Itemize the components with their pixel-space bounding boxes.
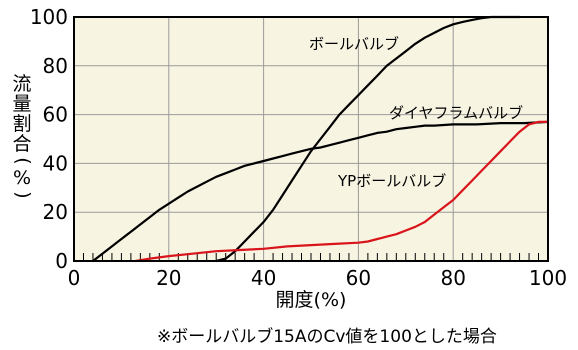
series-lines	[91, 15, 550, 263]
x-tick-label: 100	[529, 266, 567, 290]
y-tick-label: 0	[55, 249, 68, 273]
series-label-yp-ball-valve: YPボールバルブ	[337, 172, 446, 190]
series-line-1	[91, 120, 550, 263]
y-axis-label-char: )	[12, 191, 34, 198]
footnote: ※ボールバルブ15AのCv値を100とした場合	[157, 326, 497, 347]
y-tick-label: 100	[30, 5, 68, 29]
x-tick-label: 0	[68, 266, 81, 290]
series-label-ball-valve: ボールバルブ	[309, 35, 399, 53]
x-tick-labels: 0 20 40 60 80 100	[68, 266, 567, 290]
series-label-diaphragm-valve: ダイヤフラムバルブ	[389, 104, 523, 122]
y-axis-label-char: 割	[12, 113, 31, 135]
x-minor-ticks	[82, 253, 540, 261]
y-tick-label: 80	[43, 54, 68, 78]
y-tick-label: 40	[43, 151, 68, 175]
y-axis-label-char: 合	[12, 133, 31, 155]
y-axis-label-char: %	[13, 167, 31, 189]
x-tick-label: 40	[251, 266, 276, 290]
x-axis-label: 開度(%)	[276, 289, 347, 311]
y-tick-label: 20	[43, 200, 68, 224]
y-axis-label-char: 流	[12, 73, 31, 95]
y-axis-label-char: (	[12, 157, 34, 164]
x-tick-label: 60	[346, 266, 371, 290]
series-line-0	[215, 15, 521, 263]
y-tick-labels: 0 20 40 60 80 100	[30, 5, 68, 273]
x-tick-label: 20	[156, 266, 181, 290]
plot-area	[74, 17, 548, 261]
plot-frame	[73, 16, 549, 262]
x-tick-label: 80	[440, 266, 465, 290]
horizontal-gridlines	[74, 65, 548, 213]
y-axis-label-char: 量	[12, 93, 31, 115]
y-tick-label: 60	[43, 103, 68, 127]
series-line-2	[134, 120, 550, 263]
